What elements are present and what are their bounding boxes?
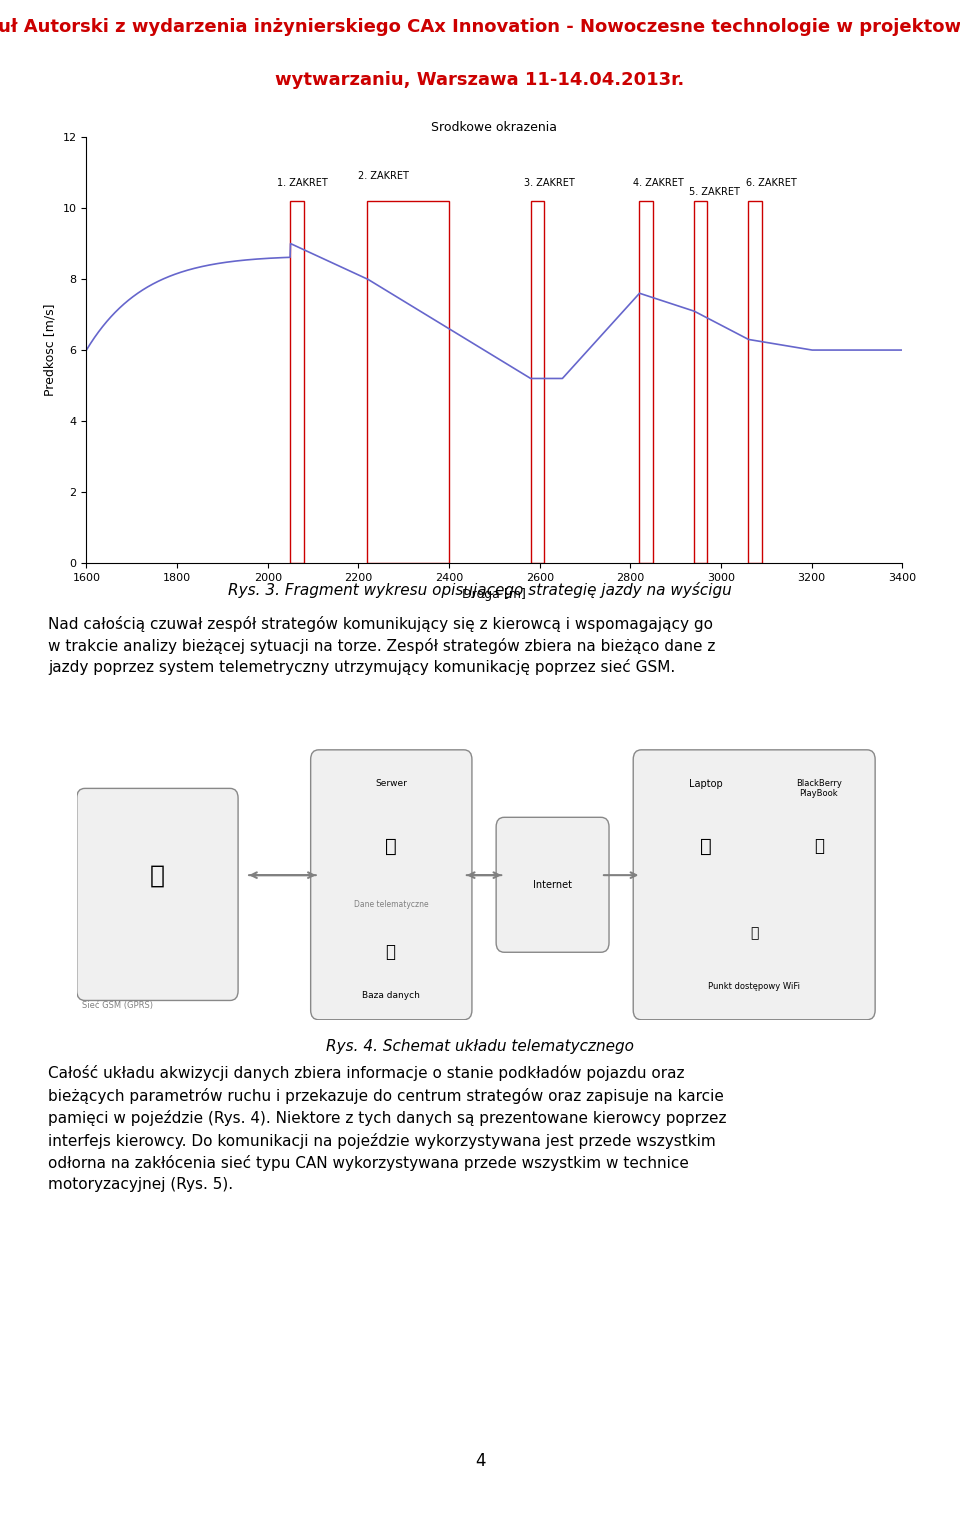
- Bar: [748, 201, 762, 563]
- Text: 💻: 💻: [700, 837, 711, 855]
- Text: 1. ZAKRET: 1. ZAKRET: [276, 178, 327, 189]
- Text: Artykuł Autorski z wydarzenia inżynierskiego CAx Innovation - Nowoczesne technol: Artykuł Autorski z wydarzenia inżyniersk…: [0, 18, 960, 35]
- Text: Serwer: Serwer: [375, 779, 407, 788]
- FancyBboxPatch shape: [634, 750, 876, 1020]
- Title: Srodkowe okrazenia: Srodkowe okrazenia: [431, 122, 558, 134]
- Text: 5. ZAKRET: 5. ZAKRET: [689, 187, 740, 198]
- Text: wytwarzaniu, Warszawa 11-14.04.2013r.: wytwarzaniu, Warszawa 11-14.04.2013r.: [276, 72, 684, 88]
- Bar: [639, 201, 653, 563]
- Text: Baza danych: Baza danych: [362, 991, 420, 1000]
- Text: 📱: 📱: [814, 837, 824, 855]
- FancyBboxPatch shape: [77, 788, 238, 1000]
- Text: 3. ZAKRET: 3. ZAKRET: [524, 178, 575, 189]
- Text: 4. ZAKRET: 4. ZAKRET: [633, 178, 684, 189]
- Text: 🗃️: 🗃️: [386, 944, 396, 962]
- Text: Laptop: Laptop: [689, 779, 723, 788]
- Text: 4: 4: [475, 1452, 485, 1470]
- Bar: [368, 201, 449, 563]
- Bar: [531, 201, 544, 563]
- Text: Sieć GSM (GPRS): Sieć GSM (GPRS): [82, 1001, 153, 1011]
- Y-axis label: Predkosc [m/s]: Predkosc [m/s]: [44, 304, 57, 396]
- FancyBboxPatch shape: [496, 817, 609, 953]
- Text: 🗄️: 🗄️: [385, 837, 397, 855]
- Text: Całość układu akwizycji danych zbiera informacje o stanie podkładów pojazdu oraz: Całość układu akwizycji danych zbiera in…: [48, 1065, 727, 1192]
- Bar: [694, 201, 708, 563]
- Text: Punkt dostępowy WiFi: Punkt dostępowy WiFi: [708, 982, 801, 991]
- Text: Rys. 3. Fragment wykresu opisującego strategię jazdy na wyścigu: Rys. 3. Fragment wykresu opisującego str…: [228, 581, 732, 598]
- Text: 🚗: 🚗: [150, 863, 165, 887]
- Text: 📡: 📡: [750, 925, 758, 941]
- Text: Dane telematyczne: Dane telematyczne: [354, 900, 428, 909]
- Text: Internet: Internet: [533, 880, 572, 890]
- Text: Nad całością czuwał zespół strategów komunikujący się z kierowcą i wspomagający : Nad całością czuwał zespół strategów kom…: [48, 616, 715, 674]
- Text: 2. ZAKRET: 2. ZAKRET: [358, 172, 409, 181]
- Text: BlackBerry
PlayBook: BlackBerry PlayBook: [796, 779, 842, 798]
- Bar: [290, 201, 304, 563]
- Text: 6. ZAKRET: 6. ZAKRET: [746, 178, 797, 189]
- FancyBboxPatch shape: [311, 750, 472, 1020]
- Text: Rys. 4. Schemat układu telematycznego: Rys. 4. Schemat układu telematycznego: [326, 1040, 634, 1053]
- X-axis label: Droga [m]: Droga [m]: [463, 589, 526, 601]
